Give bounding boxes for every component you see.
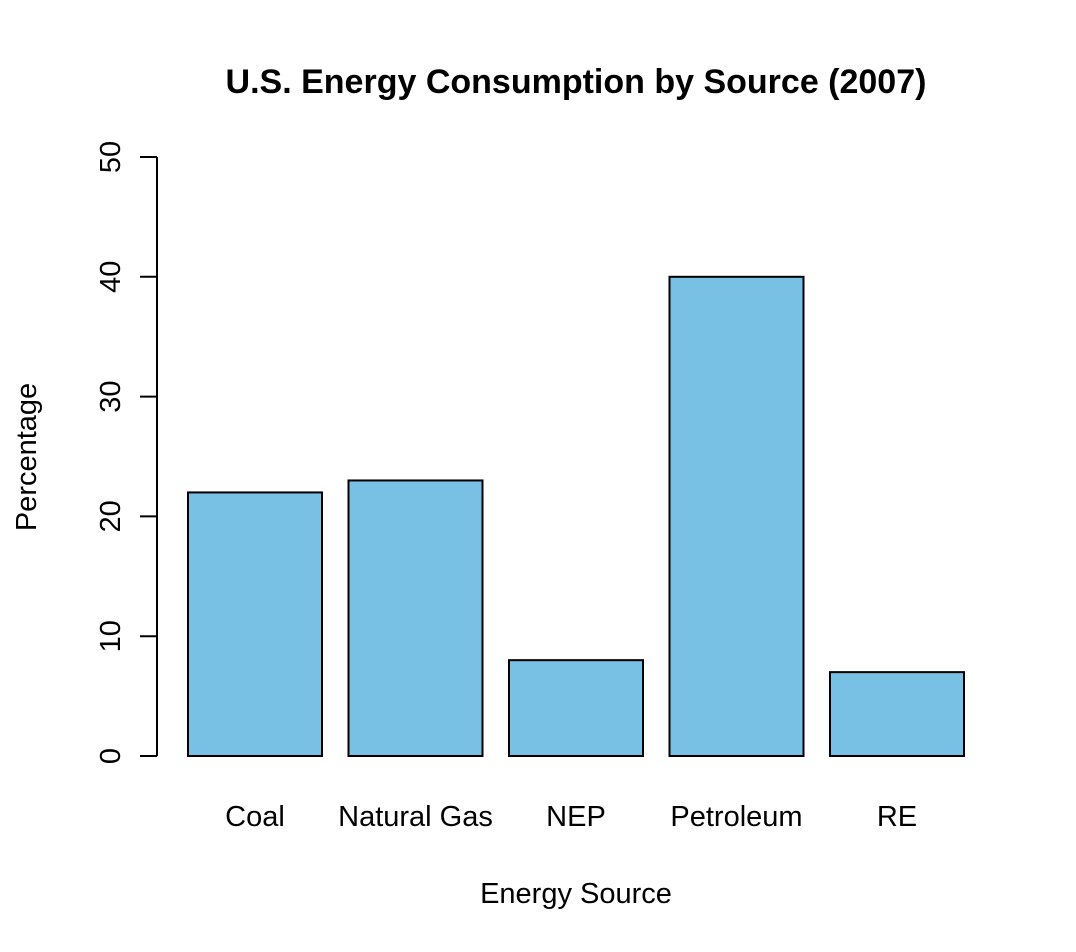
y-tick-label: 30 [95, 380, 127, 412]
y-tick-label: 50 [95, 141, 127, 173]
x-tick-label: RE [877, 801, 917, 833]
bar-petroleum [668, 275, 805, 757]
x-tick-label: NEP [546, 801, 606, 833]
bar-nep [508, 659, 644, 757]
x-tick-labels: Coal Natural Gas NEP Petroleum RE [225, 801, 917, 833]
y-tick-label: 40 [95, 261, 127, 293]
x-tick-label: Coal [225, 801, 285, 833]
x-axis-label: Energy Source [480, 878, 672, 910]
bar-natural-gas [347, 479, 484, 757]
bar-coal [187, 491, 323, 757]
chart-title: U.S. Energy Consumption by Source (2007) [226, 63, 927, 101]
bars-group [187, 275, 965, 758]
x-tick-label: Petroleum [670, 801, 802, 833]
x-tick-label: Natural Gas [338, 801, 493, 833]
bar-re [829, 671, 965, 758]
y-tick-label: 10 [95, 620, 127, 652]
y-axis-label: Percentage [11, 383, 43, 531]
y-tick-label: 0 [95, 748, 127, 764]
y-axis: 0 10 20 30 40 50 [95, 141, 158, 764]
y-tick-label: 20 [95, 500, 127, 532]
